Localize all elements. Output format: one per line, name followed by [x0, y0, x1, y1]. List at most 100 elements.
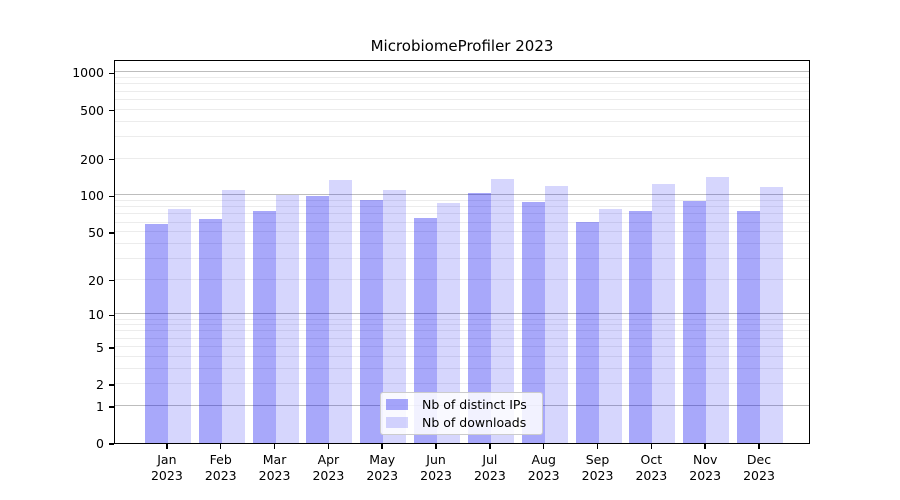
bar-nb-of-downloads-dec-2023 [760, 186, 784, 443]
x-tick-year: 2023 [312, 468, 345, 483]
gridline-minor [115, 383, 809, 385]
y-tick-mark [109, 314, 114, 317]
x-tick-year: 2023 [689, 468, 722, 483]
y-tick-label: 200 [80, 151, 104, 167]
x-tick-year: 2023 [366, 468, 399, 483]
gridline-minor [115, 221, 809, 223]
x-tick-label: Nov 2023 [665, 452, 745, 484]
y-tick-label: 50 [88, 225, 104, 241]
x-tick-mark [542, 444, 545, 449]
legend-label: Nb of distinct IPs [422, 397, 527, 413]
bar-nb-of-downloads-aug-2023 [544, 185, 568, 443]
x-tick-year: 2023 [743, 468, 775, 483]
y-tick-label: 100 [80, 188, 104, 204]
gridline-minor [115, 231, 809, 233]
x-tick-month: Mar [262, 452, 287, 467]
bar-nb-of-distinct-ips-aug-2023 [521, 202, 545, 443]
y-tick-mark [109, 443, 114, 445]
x-tick-month: Jun [426, 452, 446, 467]
y-tick-mark [109, 279, 114, 282]
y-tick-mark [109, 347, 114, 349]
x-tick-year: 2023 [581, 468, 614, 483]
gridline-minor [115, 157, 809, 159]
gridline-minor [115, 83, 809, 85]
x-tick-year: 2023 [204, 468, 237, 483]
y-tick-mark [109, 72, 114, 75]
bar-nb-of-distinct-ips-jun-2023 [414, 218, 438, 443]
x-tick-label: Oct 2023 [611, 452, 691, 484]
x-tick-mark [381, 444, 383, 449]
bar-nb-of-downloads-oct-2023 [652, 183, 676, 443]
bar-nb-of-distinct-ips-jan-2023 [144, 224, 168, 443]
bar-nb-of-downloads-feb-2023 [221, 190, 245, 443]
legend-item-nb-of-downloads: Nb of downloads [386, 415, 537, 430]
gridline-major [115, 313, 809, 315]
gridline-minor [115, 324, 809, 326]
gridline-minor [115, 206, 809, 208]
gridline-minor [115, 278, 809, 280]
x-tick-month: Aug [531, 452, 556, 467]
gridline-minor [115, 355, 809, 357]
bar-nb-of-downloads-sep-2023 [598, 208, 622, 443]
x-tick-year: 2023 [258, 468, 291, 483]
x-tick-month: Jan [157, 452, 177, 467]
y-tick-mark [109, 232, 114, 234]
gridline-minor [115, 337, 809, 339]
x-tick-month: Feb [209, 452, 232, 467]
bar-nb-of-downloads-mar-2023 [275, 194, 299, 443]
y-tick-mark [109, 384, 114, 386]
x-tick-year: 2023 [527, 468, 560, 483]
gridline-minor [115, 345, 809, 347]
x-tick-year: 2023 [473, 468, 506, 483]
legend-label: Nb of downloads [422, 414, 527, 430]
y-tick-label: 1 [96, 398, 104, 414]
x-tick-label: Dec 2023 [719, 452, 799, 484]
x-tick-month: Sep [585, 452, 610, 467]
bar-nb-of-distinct-ips-jul-2023 [467, 192, 491, 443]
x-tick-month: Dec [746, 452, 772, 467]
x-tick-label: Jun 2023 [396, 452, 476, 484]
bar-nb-of-distinct-ips-oct-2023 [629, 211, 653, 443]
y-tick-label: 1000 [72, 65, 104, 81]
x-tick-mark [704, 444, 706, 449]
bar-nb-of-distinct-ips-may-2023 [360, 199, 384, 443]
x-tick-month: Oct [640, 452, 663, 467]
gridline-minor [115, 318, 809, 320]
x-tick-mark [596, 444, 599, 449]
bar-nb-of-downloads-nov-2023 [706, 176, 730, 443]
y-tick-label: 500 [80, 102, 104, 118]
bar-nb-of-downloads-may-2023 [383, 189, 407, 443]
gridline-minor [115, 330, 809, 332]
x-tick-mark [489, 444, 491, 449]
gridline-minor [115, 120, 809, 122]
x-tick-mark [327, 444, 330, 449]
bar-nb-of-downloads-jun-2023 [437, 202, 461, 443]
bar-nb-of-downloads-jul-2023 [490, 179, 514, 443]
x-tick-mark [273, 444, 276, 449]
x-tick-label: Aug 2023 [504, 452, 584, 484]
gridline-minor [115, 77, 809, 79]
x-tick-label: Sep 2023 [558, 452, 638, 484]
x-tick-year: 2023 [150, 468, 183, 483]
bar-nb-of-downloads-apr-2023 [329, 179, 353, 443]
y-tick-mark [109, 195, 114, 198]
bar-nb-of-distinct-ips-dec-2023 [737, 211, 761, 443]
x-tick-month: Nov [692, 452, 718, 467]
gridline-minor [115, 242, 809, 244]
bar-nb-of-distinct-ips-apr-2023 [306, 196, 330, 443]
gridline-minor [115, 90, 809, 92]
gridline-minor [115, 213, 809, 215]
gridline-minor [115, 257, 809, 259]
bar-nb-of-distinct-ips-sep-2023 [575, 221, 599, 443]
x-tick-label: Mar 2023 [235, 452, 315, 484]
x-tick-month: May [369, 452, 396, 467]
x-tick-month: Apr [317, 452, 340, 467]
x-tick-mark [758, 444, 760, 449]
x-tick-mark [166, 444, 168, 449]
x-tick-mark [435, 444, 437, 449]
bar-nb-of-downloads-jan-2023 [167, 208, 191, 443]
y-tick-mark [109, 158, 114, 161]
x-tick-year: 2023 [635, 468, 668, 483]
bar-nb-of-distinct-ips-feb-2023 [198, 219, 222, 443]
